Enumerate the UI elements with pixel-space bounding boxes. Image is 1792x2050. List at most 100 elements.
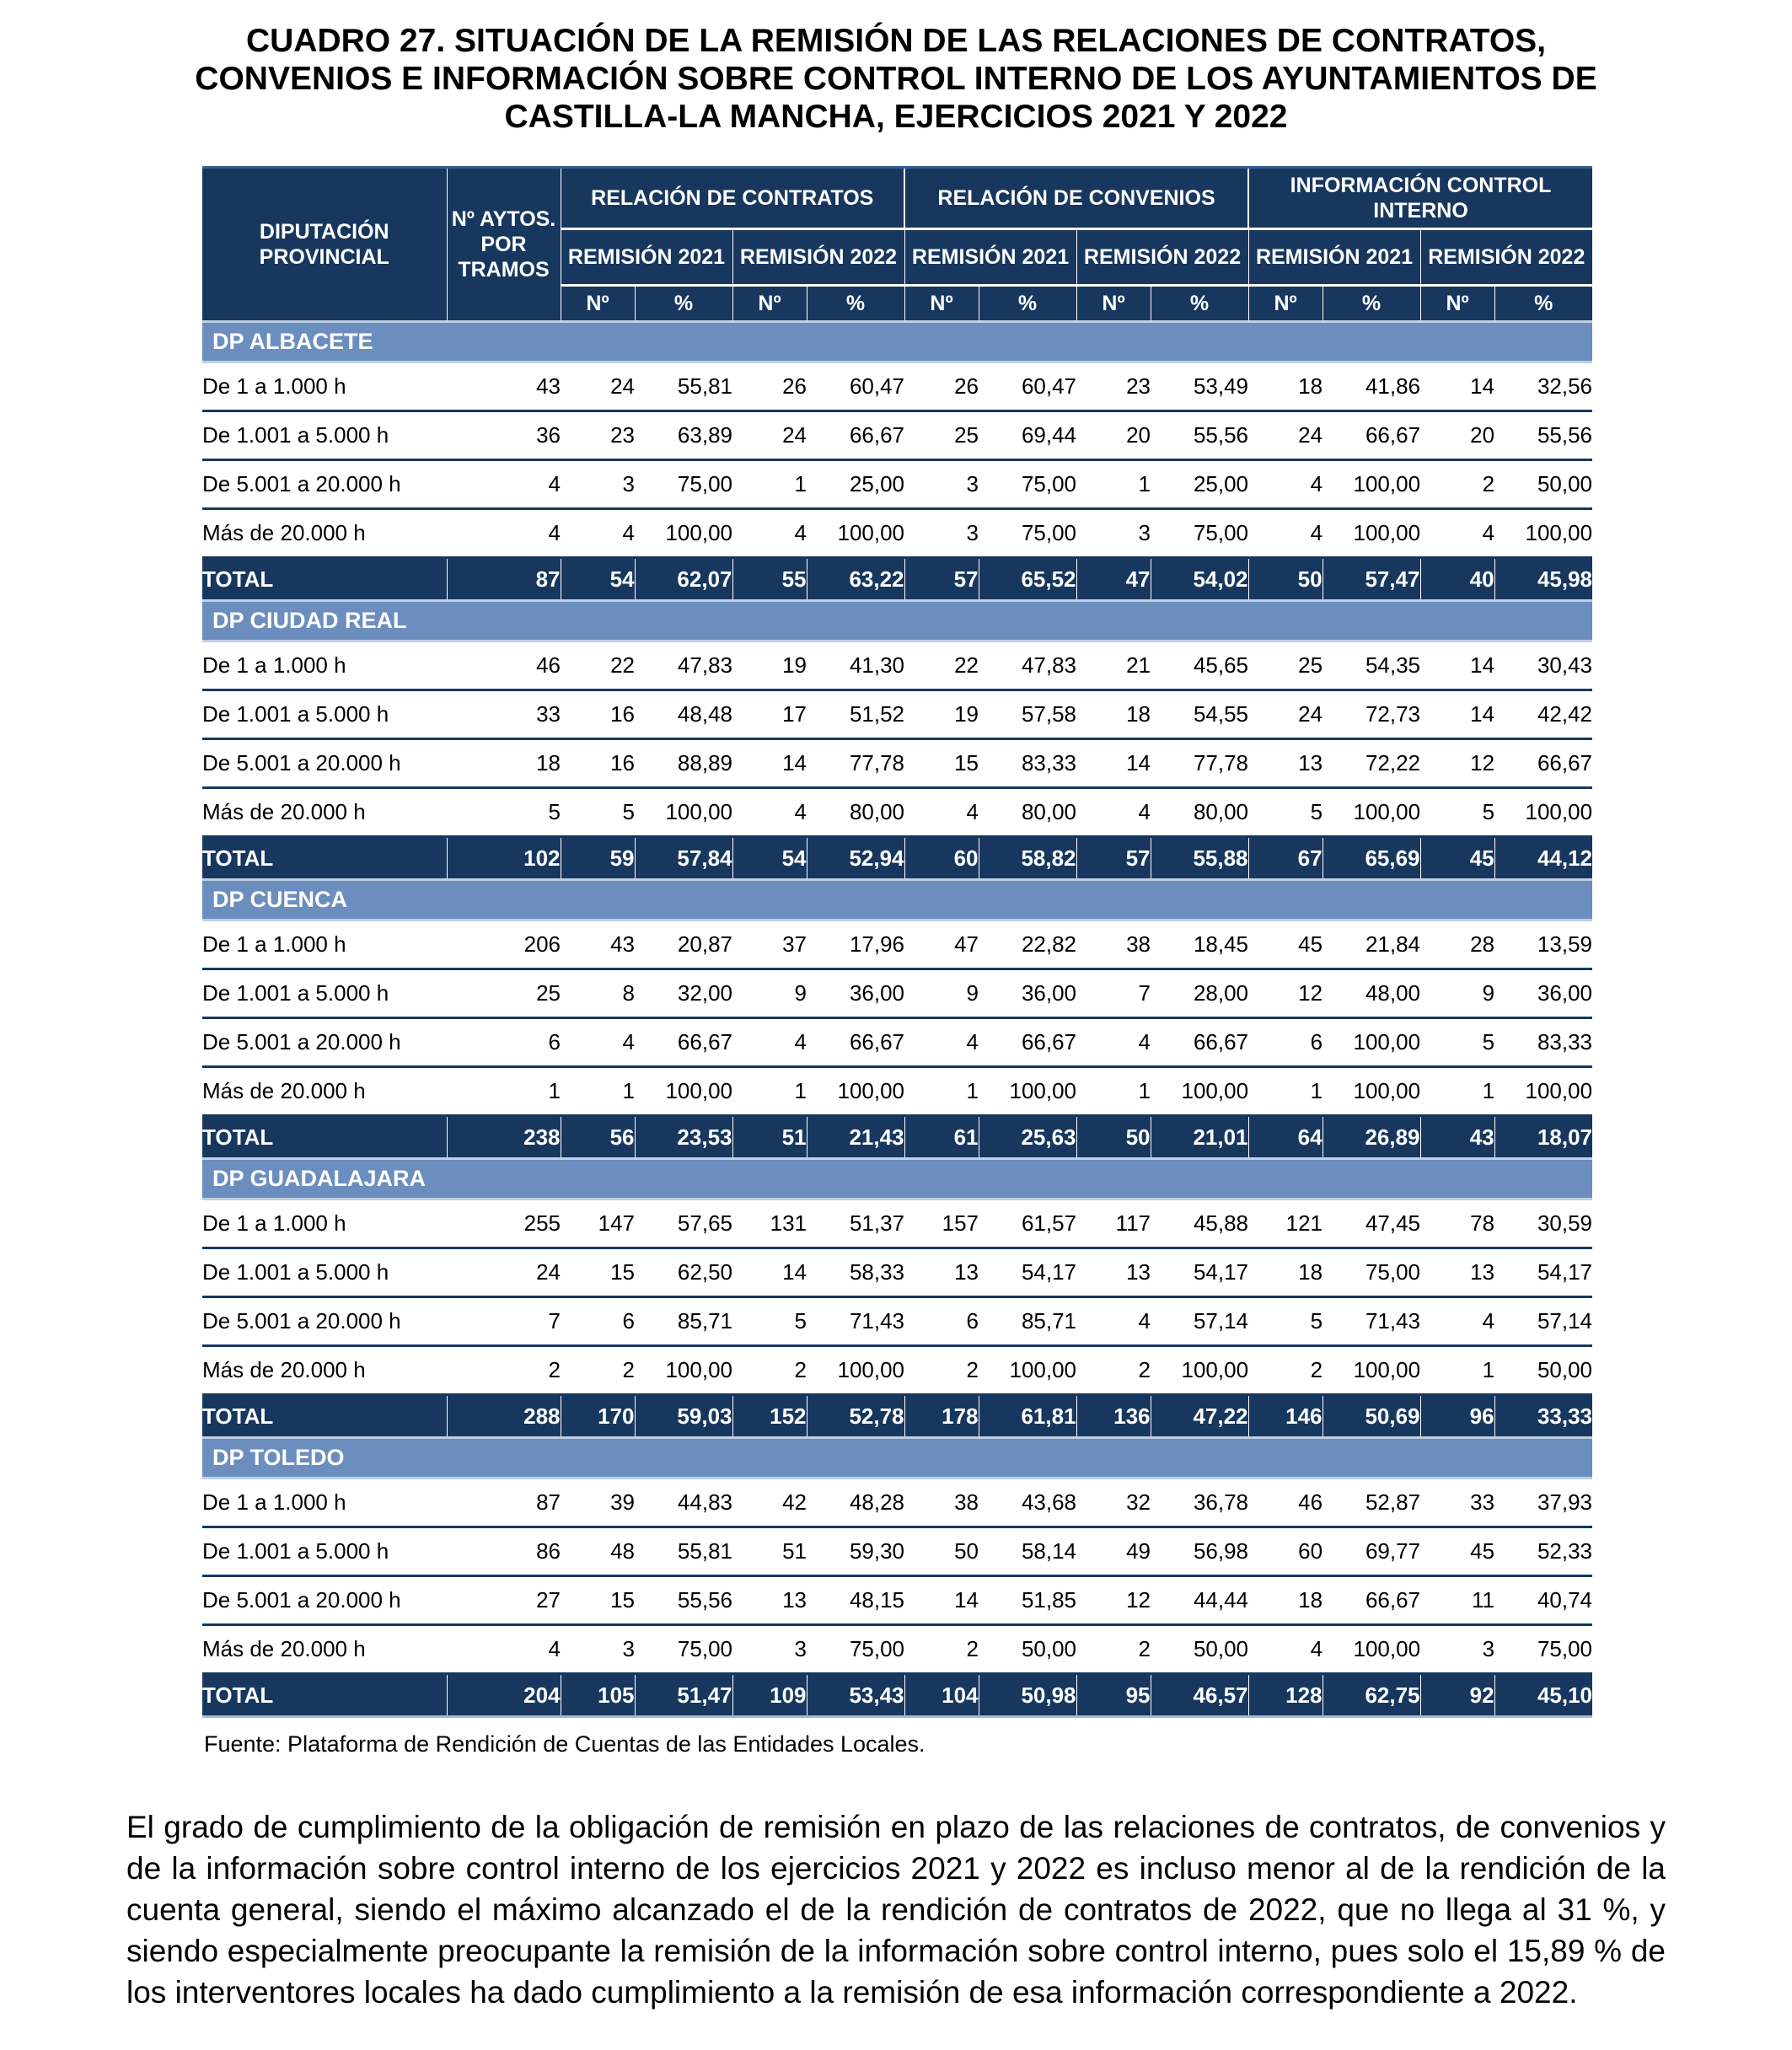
header-contratos-remision-2021: REMISIÓN 2021: [561, 228, 732, 287]
num-value: 23: [561, 411, 635, 461]
pct-value: 100,00: [1323, 1345, 1421, 1396]
header-pct: %: [634, 285, 732, 322]
num-value: 19: [904, 690, 979, 740]
pct-value: 57,58: [979, 690, 1077, 740]
pct-value: 80,00: [1151, 787, 1249, 838]
row-label: De 1 a 1.000 h: [202, 920, 447, 970]
header-pct: %: [806, 285, 905, 322]
num-value: 5: [1420, 1017, 1495, 1068]
header-convenios-remision-2021: REMISIÓN 2021: [904, 228, 1077, 287]
pct-value: 60,47: [807, 362, 905, 412]
pct-value: 42,42: [1494, 690, 1593, 740]
row-label: De 5.001 a 20.000 h: [202, 738, 447, 789]
pct-value: 62,50: [635, 1248, 732, 1298]
num-value: 18: [1076, 690, 1151, 740]
pct-value: 100,00: [1323, 1624, 1421, 1675]
total-row: TOTAL 87 54 62,07 55 63,22 57 65,52 47 54,02 50 57,…: [202, 557, 1593, 601]
pct-value: 55,56: [1151, 411, 1249, 461]
pct-value: 66,67: [1494, 738, 1593, 789]
num-value: 4: [1076, 1296, 1151, 1347]
pct-value: 85,71: [979, 1296, 1077, 1347]
pct-value: 100,00: [1323, 508, 1421, 559]
pct-value: 66,67: [1151, 1017, 1249, 1068]
num-value: 4: [1248, 459, 1323, 510]
header-relacion-convenios: RELACIÓN DE CONVENIOS: [904, 167, 1249, 230]
table-row: De 1 a 1.000 h 43 24 55,81 26 60,47 26 60,47 23 5…: [202, 362, 1593, 412]
pct-value: 100,00: [807, 508, 905, 559]
aytos-value: 6: [447, 1017, 561, 1068]
num-value: 4: [904, 1017, 979, 1068]
num-value: 147: [561, 1199, 635, 1249]
section-row: DP TOLEDO: [202, 1436, 1593, 1479]
pct-value: 100,00: [979, 1066, 1077, 1117]
aytos-value: 238: [446, 1115, 561, 1159]
row-label: TOTAL: [202, 836, 447, 880]
pct-value: 80,00: [807, 787, 905, 838]
num-value: 3: [904, 459, 979, 510]
num-value: 33: [1420, 1478, 1495, 1528]
header-pct: %: [1322, 285, 1421, 322]
aytos-value: 87: [446, 557, 561, 601]
header-num: Nº: [1247, 285, 1323, 322]
num-value: 1: [1248, 1066, 1323, 1117]
pct-value: 36,00: [979, 969, 1077, 1019]
num-value: 1: [1420, 1066, 1495, 1117]
num-value: 3: [561, 1624, 635, 1675]
num-value: 96: [1419, 1394, 1495, 1438]
num-value: 3: [904, 508, 979, 559]
num-value: 16: [561, 738, 635, 789]
num-value: 3: [1420, 1624, 1495, 1675]
num-value: 15: [904, 738, 979, 789]
header-num-aytos-por-tramos: Nº AYTOS. POR TRAMOS: [447, 167, 561, 322]
pct-value: 48,28: [807, 1478, 905, 1528]
pct-value: 47,83: [979, 641, 1077, 691]
row-label: De 1.001 a 5.000 h: [202, 1248, 447, 1298]
num-value: 16: [561, 690, 635, 740]
row-label: De 1 a 1.000 h: [202, 1199, 447, 1249]
pct-value: 36,00: [807, 969, 905, 1019]
num-value: 24: [1248, 690, 1323, 740]
pct-value: 100,00: [1151, 1066, 1249, 1117]
aytos-value: 102: [446, 836, 561, 880]
pct-value: 44,44: [1151, 1575, 1249, 1626]
pct-value: 66,67: [807, 411, 905, 461]
num-value: 15: [561, 1575, 635, 1626]
pct-value: 36,00: [1494, 969, 1593, 1019]
num-value: 22: [561, 641, 635, 691]
num-value: 13: [1420, 1248, 1495, 1298]
num-value: 2: [904, 1345, 979, 1396]
pct-value: 30,59: [1494, 1199, 1593, 1249]
pct-value: 52,94: [806, 836, 905, 880]
row-label: Más de 20.000 h: [202, 508, 447, 559]
pct-value: 100,00: [1323, 787, 1421, 838]
num-value: 2: [1248, 1345, 1323, 1396]
aytos-value: 4: [447, 1624, 561, 1675]
pct-value: 72,22: [1323, 738, 1421, 789]
pct-value: 75,00: [979, 508, 1077, 559]
num-value: 2: [732, 1345, 807, 1396]
pct-value: 57,47: [1322, 557, 1421, 601]
section-row: DP CIUDAD REAL: [202, 599, 1593, 642]
pct-value: 54,35: [1323, 641, 1421, 691]
pct-value: 57,65: [635, 1199, 732, 1249]
aytos-value: 24: [447, 1248, 561, 1298]
pct-value: 50,00: [1151, 1624, 1249, 1675]
num-value: 15: [561, 1248, 635, 1298]
num-value: 4: [561, 508, 635, 559]
pct-value: 41,30: [807, 641, 905, 691]
row-label: De 5.001 a 20.000 h: [202, 1575, 447, 1626]
num-value: 9: [732, 969, 807, 1019]
pct-value: 46,57: [1150, 1673, 1249, 1717]
num-value: 2: [561, 1345, 635, 1396]
table-row: De 1.001 a 5.000 h 36 23 63,89 24 66,67 25 69,4…: [202, 411, 1593, 461]
num-value: 55: [732, 557, 807, 601]
pct-value: 13,59: [1494, 920, 1593, 970]
pct-value: 25,63: [978, 1115, 1077, 1159]
pct-value: 100,00: [635, 1066, 732, 1117]
num-value: 56: [560, 1115, 635, 1159]
num-value: 4: [1076, 787, 1151, 838]
row-label: De 1.001 a 5.000 h: [202, 690, 447, 740]
pct-value: 53,49: [1151, 362, 1249, 412]
pct-value: 100,00: [1323, 1066, 1421, 1117]
section-row: DP CUENCA: [202, 878, 1593, 921]
